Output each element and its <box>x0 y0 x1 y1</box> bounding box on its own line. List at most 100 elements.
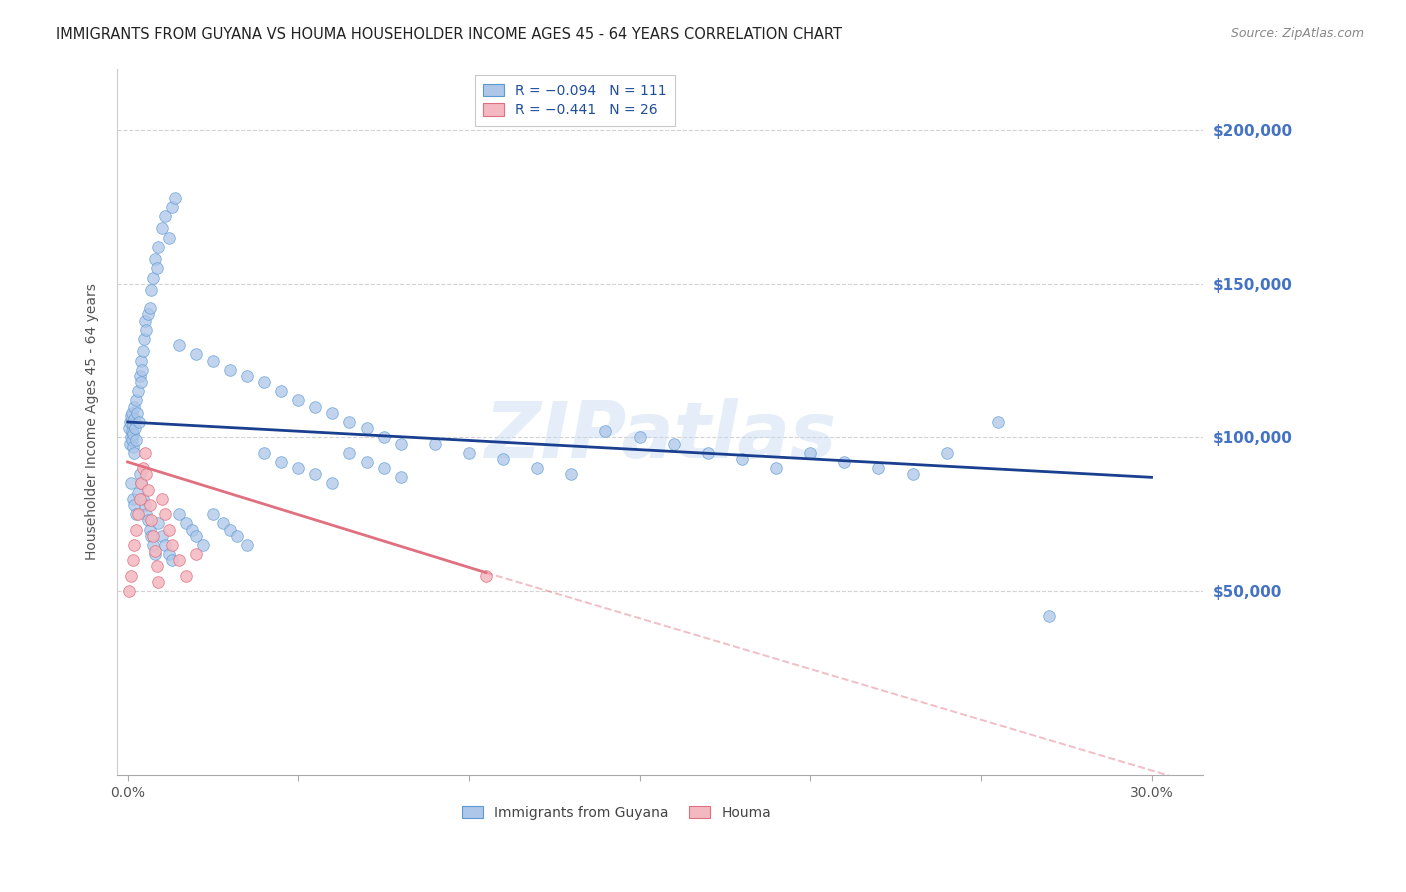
Point <box>120 430 142 444</box>
Point <box>128 368 150 383</box>
Point <box>174 568 197 582</box>
Point <box>167 553 190 567</box>
Point <box>122 400 145 414</box>
Point <box>526 461 548 475</box>
Point <box>321 476 343 491</box>
Point <box>132 332 155 346</box>
Point <box>121 418 143 433</box>
Point <box>181 523 204 537</box>
Point <box>595 424 617 438</box>
Point <box>127 485 149 500</box>
Point <box>118 584 141 599</box>
Point <box>356 455 378 469</box>
Point <box>236 368 259 383</box>
Point <box>1038 608 1060 623</box>
Point <box>132 344 155 359</box>
Point <box>150 491 173 506</box>
Point <box>141 283 163 297</box>
Point <box>127 507 149 521</box>
Point <box>373 430 395 444</box>
Point <box>122 446 145 460</box>
Point <box>121 553 143 567</box>
Point <box>901 467 924 482</box>
Point <box>142 538 165 552</box>
Point <box>731 451 754 466</box>
Point <box>129 476 152 491</box>
Point <box>148 516 170 531</box>
Point <box>127 384 149 399</box>
Point <box>389 470 412 484</box>
Point <box>184 347 207 361</box>
Point <box>339 446 361 460</box>
Point <box>124 498 146 512</box>
Point <box>834 455 856 469</box>
Point <box>373 461 395 475</box>
Point <box>148 574 170 589</box>
Point <box>339 415 361 429</box>
Point <box>799 446 821 460</box>
Point <box>201 507 224 521</box>
Point <box>225 529 247 543</box>
Point <box>118 436 141 450</box>
Point <box>765 461 787 475</box>
Point <box>135 323 157 337</box>
Point <box>253 446 276 460</box>
Point <box>120 415 142 429</box>
Point <box>132 491 155 506</box>
Point <box>662 436 685 450</box>
Point <box>121 434 143 448</box>
Point <box>141 513 163 527</box>
Point <box>184 529 207 543</box>
Point <box>141 529 163 543</box>
Point <box>121 491 143 506</box>
Point <box>148 240 170 254</box>
Point <box>143 544 166 558</box>
Point <box>145 261 167 276</box>
Point <box>122 440 145 454</box>
Point <box>167 338 190 352</box>
Point <box>134 498 156 512</box>
Point <box>153 209 176 223</box>
Point <box>184 547 207 561</box>
Point <box>174 516 197 531</box>
Point <box>127 406 149 420</box>
Point <box>696 446 718 460</box>
Point <box>124 412 146 426</box>
Point <box>157 547 180 561</box>
Point <box>212 516 235 531</box>
Point <box>124 538 146 552</box>
Point <box>120 568 142 582</box>
Point <box>145 559 167 574</box>
Point <box>219 363 242 377</box>
Point <box>136 483 159 497</box>
Point <box>128 467 150 482</box>
Point <box>270 384 292 399</box>
Text: IMMIGRANTS FROM GUYANA VS HOUMA HOUSEHOLDER INCOME AGES 45 - 64 YEARS CORRELATIO: IMMIGRANTS FROM GUYANA VS HOUMA HOUSEHOL… <box>56 27 842 42</box>
Point <box>134 446 156 460</box>
Point <box>157 230 180 244</box>
Point <box>142 270 165 285</box>
Point <box>167 507 190 521</box>
Point <box>628 430 651 444</box>
Point <box>150 529 173 543</box>
Point <box>125 434 148 448</box>
Point <box>128 491 150 506</box>
Point <box>160 538 183 552</box>
Point <box>136 513 159 527</box>
Point <box>270 455 292 469</box>
Point <box>153 507 176 521</box>
Point <box>125 523 148 537</box>
Point <box>143 252 166 266</box>
Point <box>287 461 309 475</box>
Point <box>560 467 582 482</box>
Point <box>304 467 326 482</box>
Point <box>191 538 214 552</box>
Point <box>389 436 412 450</box>
Point <box>125 393 148 408</box>
Point <box>135 507 157 521</box>
Point <box>124 421 146 435</box>
Point <box>423 436 446 450</box>
Point <box>150 221 173 235</box>
Point <box>160 553 183 567</box>
Point <box>201 353 224 368</box>
